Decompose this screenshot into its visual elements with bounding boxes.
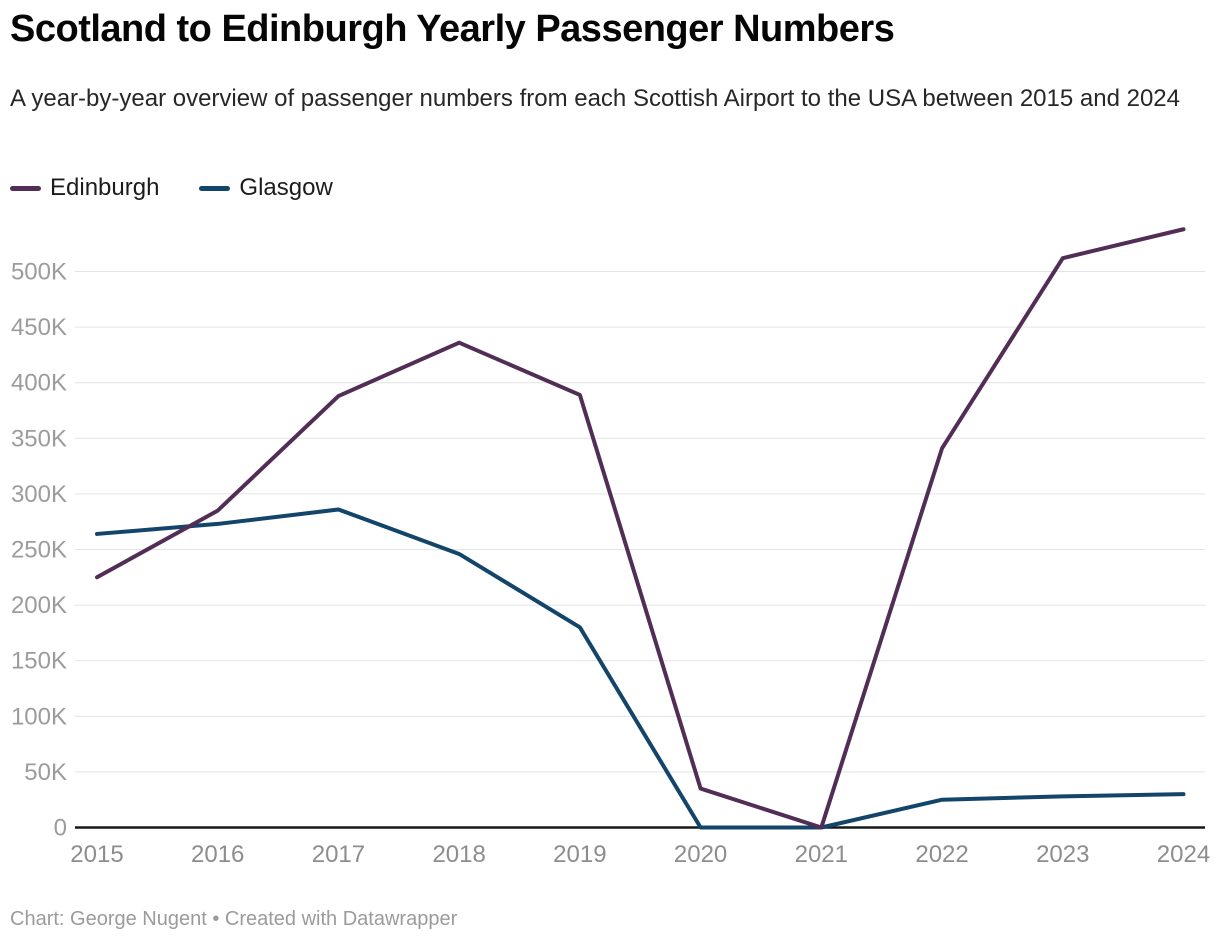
y-axis-tick-label: 150K bbox=[11, 648, 67, 675]
legend-label-edinburgh: Edinburgh bbox=[50, 174, 160, 201]
legend: Edinburgh Glasgow bbox=[10, 174, 333, 202]
x-axis-tick-label: 2021 bbox=[795, 841, 848, 868]
x-axis-tick-label: 2024 bbox=[1157, 841, 1210, 868]
x-axis-tick-label: 2015 bbox=[70, 841, 123, 868]
y-axis-tick-label: 300K bbox=[11, 481, 67, 508]
x-axis-tick-label: 2016 bbox=[191, 841, 244, 868]
edinburgh-line bbox=[95, 227, 1186, 830]
y-axis-tick-label: 0 bbox=[54, 815, 67, 842]
x-axis-tick-label: 2023 bbox=[1036, 841, 1089, 868]
chart-footer: Chart: George Nugent • Created with Data… bbox=[10, 908, 458, 930]
legend-label-glasgow: Glasgow bbox=[239, 174, 333, 201]
x-axis-tick-label: 2020 bbox=[674, 841, 727, 868]
y-axis-tick-label: 450K bbox=[11, 314, 67, 341]
glasgow-line-swatch bbox=[199, 185, 231, 191]
y-axis-tick-label: 50K bbox=[24, 759, 67, 786]
y-axis-tick-label: 500K bbox=[11, 259, 67, 286]
legend-item-edinburgh: Edinburgh bbox=[10, 174, 159, 202]
chart-title: Scotland to Edinburgh Yearly Passenger N… bbox=[10, 8, 895, 50]
x-axis-tick-label: 2017 bbox=[312, 841, 365, 868]
line-chart: 0 50K 100K 150K 200K 250K 300K 350K 400K 450K 500K… bbox=[11, 227, 1210, 868]
x-axis-tick-label: 2018 bbox=[432, 841, 485, 868]
chart-subtitle: A year-by-year overview of passenger num… bbox=[10, 85, 1180, 112]
x-axis-tick-label: 2022 bbox=[915, 841, 968, 868]
y-axis-tick-label: 400K bbox=[11, 370, 67, 397]
x-axis-tick-label: 2019 bbox=[553, 841, 606, 868]
y-axis-tick-label: 350K bbox=[11, 425, 67, 452]
legend-item-glasgow: Glasgow bbox=[199, 174, 333, 202]
edinburgh-line-swatch bbox=[10, 185, 41, 191]
y-axis-tick-label: 100K bbox=[11, 703, 67, 730]
glasgow-line bbox=[95, 507, 1186, 830]
y-axis-tick-label: 200K bbox=[11, 592, 67, 619]
y-axis-tick-label: 250K bbox=[11, 537, 67, 564]
